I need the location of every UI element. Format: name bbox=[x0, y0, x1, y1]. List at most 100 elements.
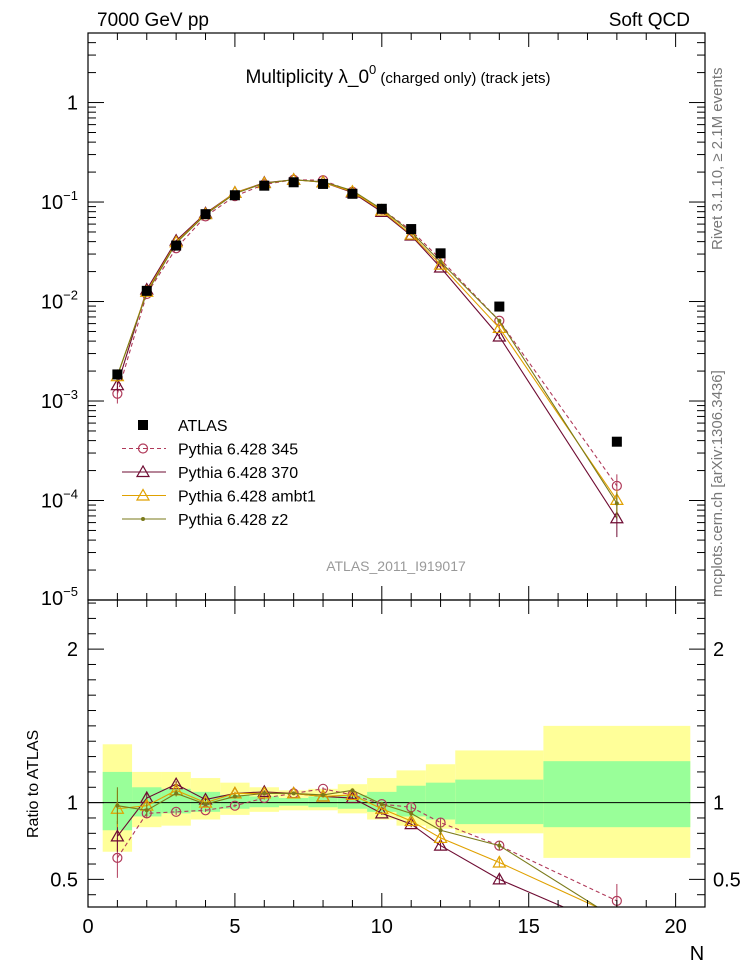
band-inner-8 bbox=[308, 796, 338, 808]
series-3-ratio-point-9 bbox=[345, 787, 360, 801]
legend-label-data: ATLAS bbox=[178, 418, 228, 435]
series-1-ratio-point-1 bbox=[112, 852, 123, 863]
series-4-ratio-point-3 bbox=[174, 791, 179, 796]
series-4-main-point-12 bbox=[438, 259, 443, 264]
series-2-ratio-point-6 bbox=[257, 784, 272, 797]
series-2-main-point-14 bbox=[609, 511, 624, 524]
ratio-series-group bbox=[110, 776, 622, 907]
series-4-ratio-point-13 bbox=[497, 843, 502, 848]
y-tick-mantissa-3: 10 bbox=[41, 391, 63, 413]
series-2-main-point-12 bbox=[433, 260, 448, 273]
legend-marker-4 bbox=[141, 517, 145, 521]
ratio-tick-label-left-2: 2 bbox=[67, 639, 78, 661]
y-tick-mantissa-5: 10 bbox=[41, 588, 63, 610]
series-4-ratio-point-7 bbox=[291, 791, 296, 796]
series-4-ratio-point-5 bbox=[232, 794, 237, 799]
data-point-3 bbox=[171, 240, 182, 251]
series-2-ratio-point-13 bbox=[492, 872, 507, 885]
header-right: Soft QCD bbox=[609, 10, 690, 31]
data-point-13 bbox=[494, 301, 505, 312]
ratio-tick-label-right-2: 2 bbox=[713, 639, 724, 661]
y-tick-exponent-2: −2 bbox=[63, 288, 78, 303]
title-suffix: (charged only) (track jets) bbox=[376, 70, 550, 87]
legend-marker-2 bbox=[135, 464, 151, 478]
series-4-main-point-14 bbox=[614, 501, 619, 506]
data-point-4 bbox=[200, 209, 211, 220]
series-3-main-point-13 bbox=[492, 320, 507, 334]
data-point-6 bbox=[259, 180, 270, 191]
x-axis-label: N bbox=[690, 943, 704, 965]
series-2-ratio-point-12 bbox=[433, 838, 448, 851]
series-3-ratio-point-12 bbox=[433, 830, 448, 844]
series-4-ratio-point-9 bbox=[350, 788, 355, 793]
y-tick-exponent-1: −1 bbox=[63, 188, 78, 203]
title-superscript: 0 bbox=[369, 62, 376, 77]
data-point-8 bbox=[318, 178, 329, 189]
x-tick-label-5: 5 bbox=[229, 916, 240, 938]
legend-marker-1 bbox=[137, 443, 149, 454]
x-tick-label-20: 20 bbox=[664, 916, 686, 938]
series-3-ratio-point-10 bbox=[374, 801, 389, 814]
analysis-id: ATLAS_2011_I919017 bbox=[326, 558, 466, 574]
y-tick-exponent-4: −4 bbox=[63, 487, 78, 502]
legend-marker-data bbox=[138, 420, 148, 430]
band-inner-14 bbox=[543, 761, 691, 828]
band-inner-12 bbox=[425, 782, 456, 820]
y-tick-label-1: 10−1 bbox=[41, 188, 78, 214]
ratio-tick-label-right-0.5: 0.5 bbox=[713, 869, 741, 891]
series-3-main-point-12 bbox=[433, 257, 448, 270]
ratio-plot: 0 5 10 15 20 0.5 0.5 1 1 2 2 bbox=[50, 599, 741, 938]
series-4-ratio-point-11 bbox=[409, 811, 414, 816]
series-4-ratio-point-4 bbox=[203, 802, 208, 807]
data-point-9 bbox=[347, 188, 358, 199]
y-tick-mantissa-4: 10 bbox=[41, 491, 63, 513]
series-2-ratio-point-10 bbox=[374, 806, 389, 819]
title-main: Multiplicity λ_0 bbox=[245, 67, 369, 88]
data-point-5 bbox=[229, 190, 240, 201]
ratio-frame bbox=[87, 599, 706, 908]
series-1-ratio-point-3 bbox=[171, 806, 182, 817]
y-tick-label-2: 10−2 bbox=[41, 288, 78, 314]
data-point-1 bbox=[112, 369, 123, 380]
series-4-ratio-line bbox=[117, 789, 599, 907]
series-4-ratio-point-2 bbox=[144, 808, 149, 813]
series-3-ratio-point-7 bbox=[286, 786, 301, 799]
series-2-ratio-point-9 bbox=[345, 790, 360, 804]
y-tick-exponent-5: −5 bbox=[63, 584, 78, 599]
y-tick-mantissa-2: 10 bbox=[41, 292, 63, 314]
series-3-ratio-point-13 bbox=[492, 855, 507, 868]
y-tick-label-4: 10−4 bbox=[41, 487, 78, 513]
main-title: Multiplicity λ_00 (charged only) (track … bbox=[245, 62, 550, 88]
x-tick-label-15: 15 bbox=[518, 916, 540, 938]
series-2-ratio-point-1 bbox=[110, 829, 125, 842]
legend-marker-3 bbox=[135, 488, 151, 501]
series-4-ratio-point-12 bbox=[438, 828, 443, 833]
mcplots-label: mcplots.cern.ch [arXiv:1306.3436] bbox=[709, 370, 726, 597]
series-2-main-point-1 bbox=[110, 377, 125, 391]
series-3-ratio-point-11 bbox=[404, 813, 419, 827]
band-inner-13 bbox=[455, 779, 544, 825]
ratio-tick-label-left-1: 1 bbox=[67, 793, 78, 815]
data-point-7 bbox=[288, 177, 299, 188]
rivet-label: Rivet 3.1.10, ≥ 2.1M events bbox=[709, 68, 726, 251]
legend-label-3: Pythia 6.428 ambt1 bbox=[178, 489, 316, 506]
series-4-ratio-point-10 bbox=[379, 802, 384, 807]
series-4-ratio-point-8 bbox=[321, 792, 326, 797]
legend-label-2: Pythia 6.428 370 bbox=[178, 465, 298, 482]
band-inner-7 bbox=[278, 798, 309, 806]
series-3-ratio-point-6 bbox=[257, 786, 272, 799]
legend-label-1: Pythia 6.428 345 bbox=[178, 442, 298, 459]
series-4-main-point-13 bbox=[497, 318, 502, 323]
series-3-ratio-point-8 bbox=[316, 789, 331, 802]
series-1-ratio-point-5 bbox=[229, 800, 241, 811]
x-tick-label-0: 0 bbox=[82, 916, 93, 938]
header-left: 7000 GeV pp bbox=[97, 10, 209, 31]
series-1-main-point-13 bbox=[494, 315, 505, 326]
series-2-main-point-13 bbox=[492, 329, 507, 342]
ratio-y-axis-label: Ratio to ATLAS bbox=[25, 730, 42, 838]
legend-label-4: Pythia 6.428 z2 bbox=[178, 512, 288, 529]
data-point-11 bbox=[406, 224, 417, 235]
ratio-tick-label-right-1: 1 bbox=[713, 793, 724, 815]
band-inner-6 bbox=[249, 796, 279, 808]
